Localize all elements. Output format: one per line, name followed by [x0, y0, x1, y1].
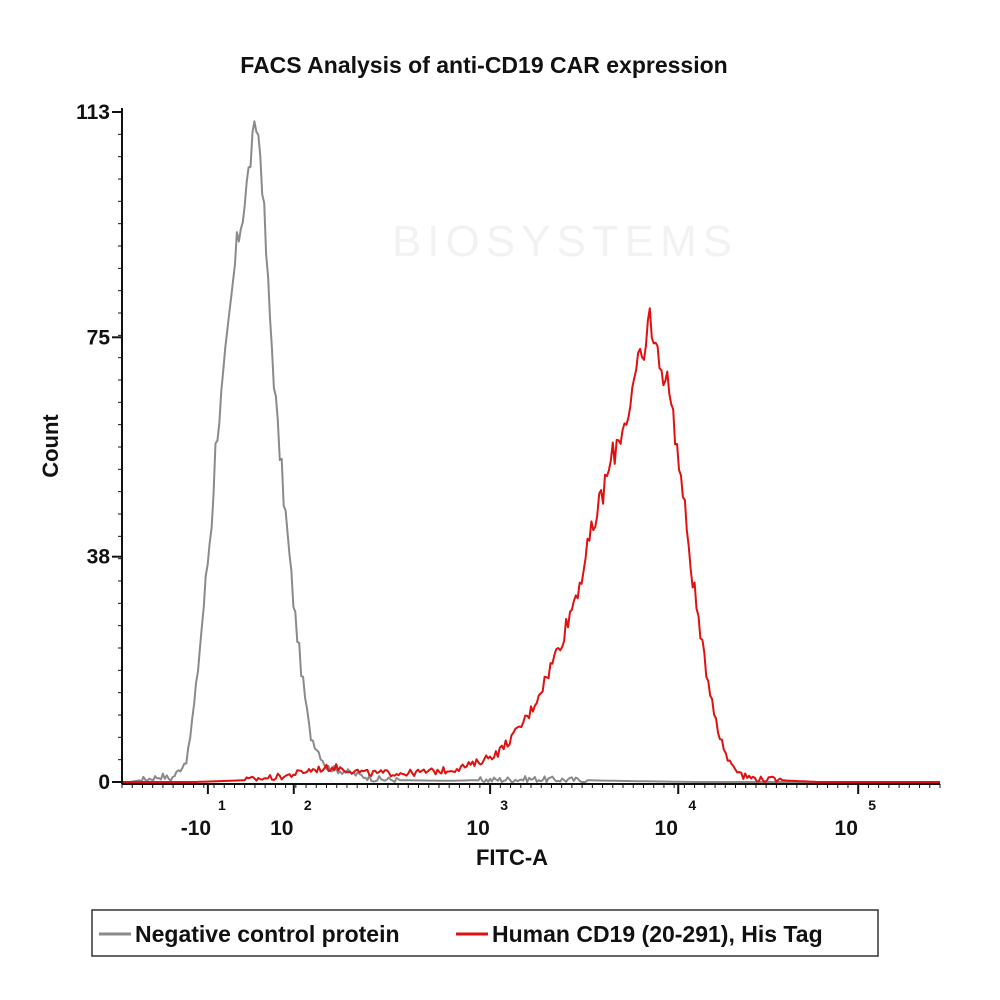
legend-label-cd19: Human CD19 (20-291), His Tag: [492, 921, 823, 947]
x-tick-label-base: 10: [466, 817, 489, 840]
legend: Negative control protein Human CD19 (20-…: [91, 909, 879, 957]
x-tick-label-base: 10: [835, 817, 858, 840]
chart-title: FACS Analysis of anti-CD19 CAR expressio…: [240, 52, 727, 78]
y-tick-label: 113: [76, 101, 110, 124]
x-tick-label-base: -10: [181, 817, 211, 840]
x-axis-title: FITC-A: [476, 845, 548, 870]
series-layer: [122, 120, 940, 783]
legend-label-negative: Negative control protein: [135, 921, 400, 947]
x-axis-ticks: -10 1 10 2 10 3 10 4 10 5: [121, 784, 941, 840]
y-axis-ticks: 0 38 75 113: [76, 101, 122, 794]
x-tick-label-base: 10: [270, 817, 293, 840]
y-tick-label: 75: [87, 326, 111, 349]
y-tick-label: 38: [87, 546, 111, 569]
y-axis-title: Count: [38, 414, 63, 478]
series-line-human-cd19: [122, 307, 940, 783]
watermark-text: BIOSYSTEMS: [392, 217, 738, 266]
x-tick-label-base: 10: [655, 817, 678, 840]
x-tick-label-exponent: 2: [304, 797, 312, 813]
x-tick-label-exponent: 4: [688, 797, 696, 813]
y-tick-label: 0: [98, 771, 110, 794]
x-tick-label-exponent: 1: [218, 797, 226, 813]
x-tick-label-exponent: 5: [868, 797, 876, 813]
x-tick-label-exponent: 3: [500, 797, 508, 813]
